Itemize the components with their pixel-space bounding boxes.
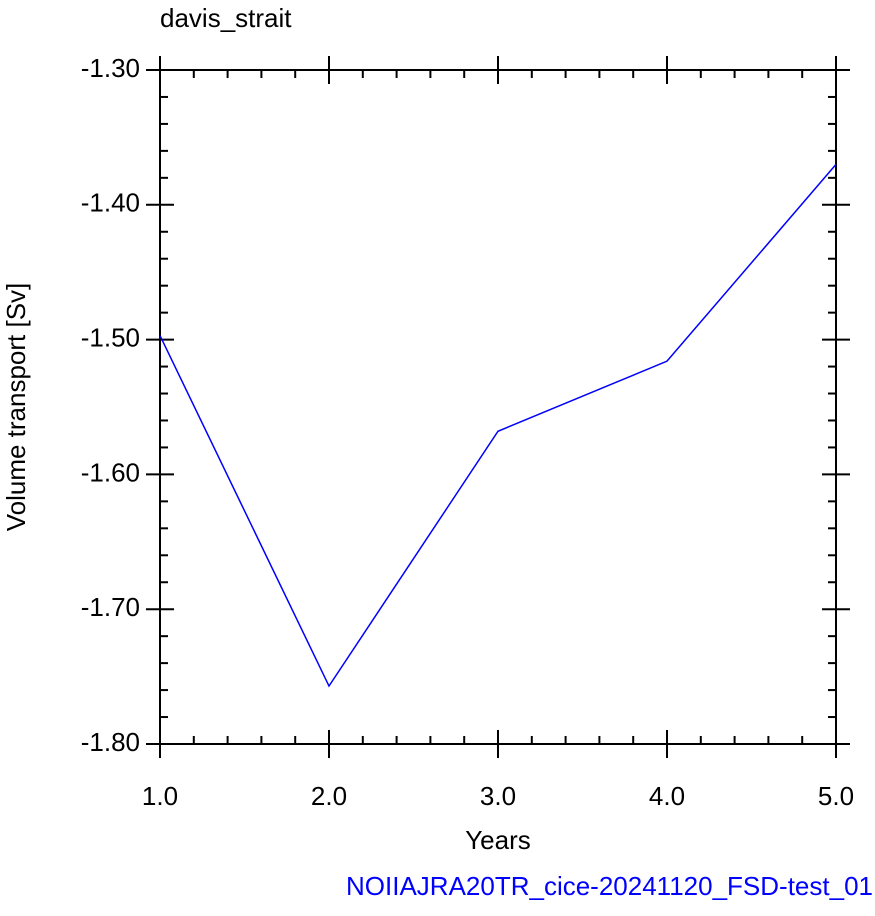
y-tick-label: -1.70 [81, 592, 140, 622]
chart-title: davis_strait [160, 3, 292, 33]
y-axis-label: Volume transport [Sv] [1, 283, 31, 532]
chart-subtitle: NOIIAJRA20TR_cice-20241120_FSD-test_01 [346, 871, 873, 901]
x-tick-label: 2.0 [311, 781, 347, 811]
x-tick-label: 5.0 [818, 781, 854, 811]
y-tick-label: -1.30 [81, 53, 140, 83]
y-tick-label: -1.50 [81, 322, 140, 352]
y-tick-label: -1.80 [81, 727, 140, 757]
data-line [159, 163, 837, 688]
x-axis-label: Years [465, 825, 531, 855]
y-tick-label: -1.60 [81, 457, 140, 487]
x-tick-label: 3.0 [480, 781, 516, 811]
x-tick-label: 1.0 [142, 781, 178, 811]
plot-frame [159, 69, 837, 745]
y-tick-label: -1.40 [81, 188, 140, 218]
x-tick-label: 4.0 [649, 781, 685, 811]
